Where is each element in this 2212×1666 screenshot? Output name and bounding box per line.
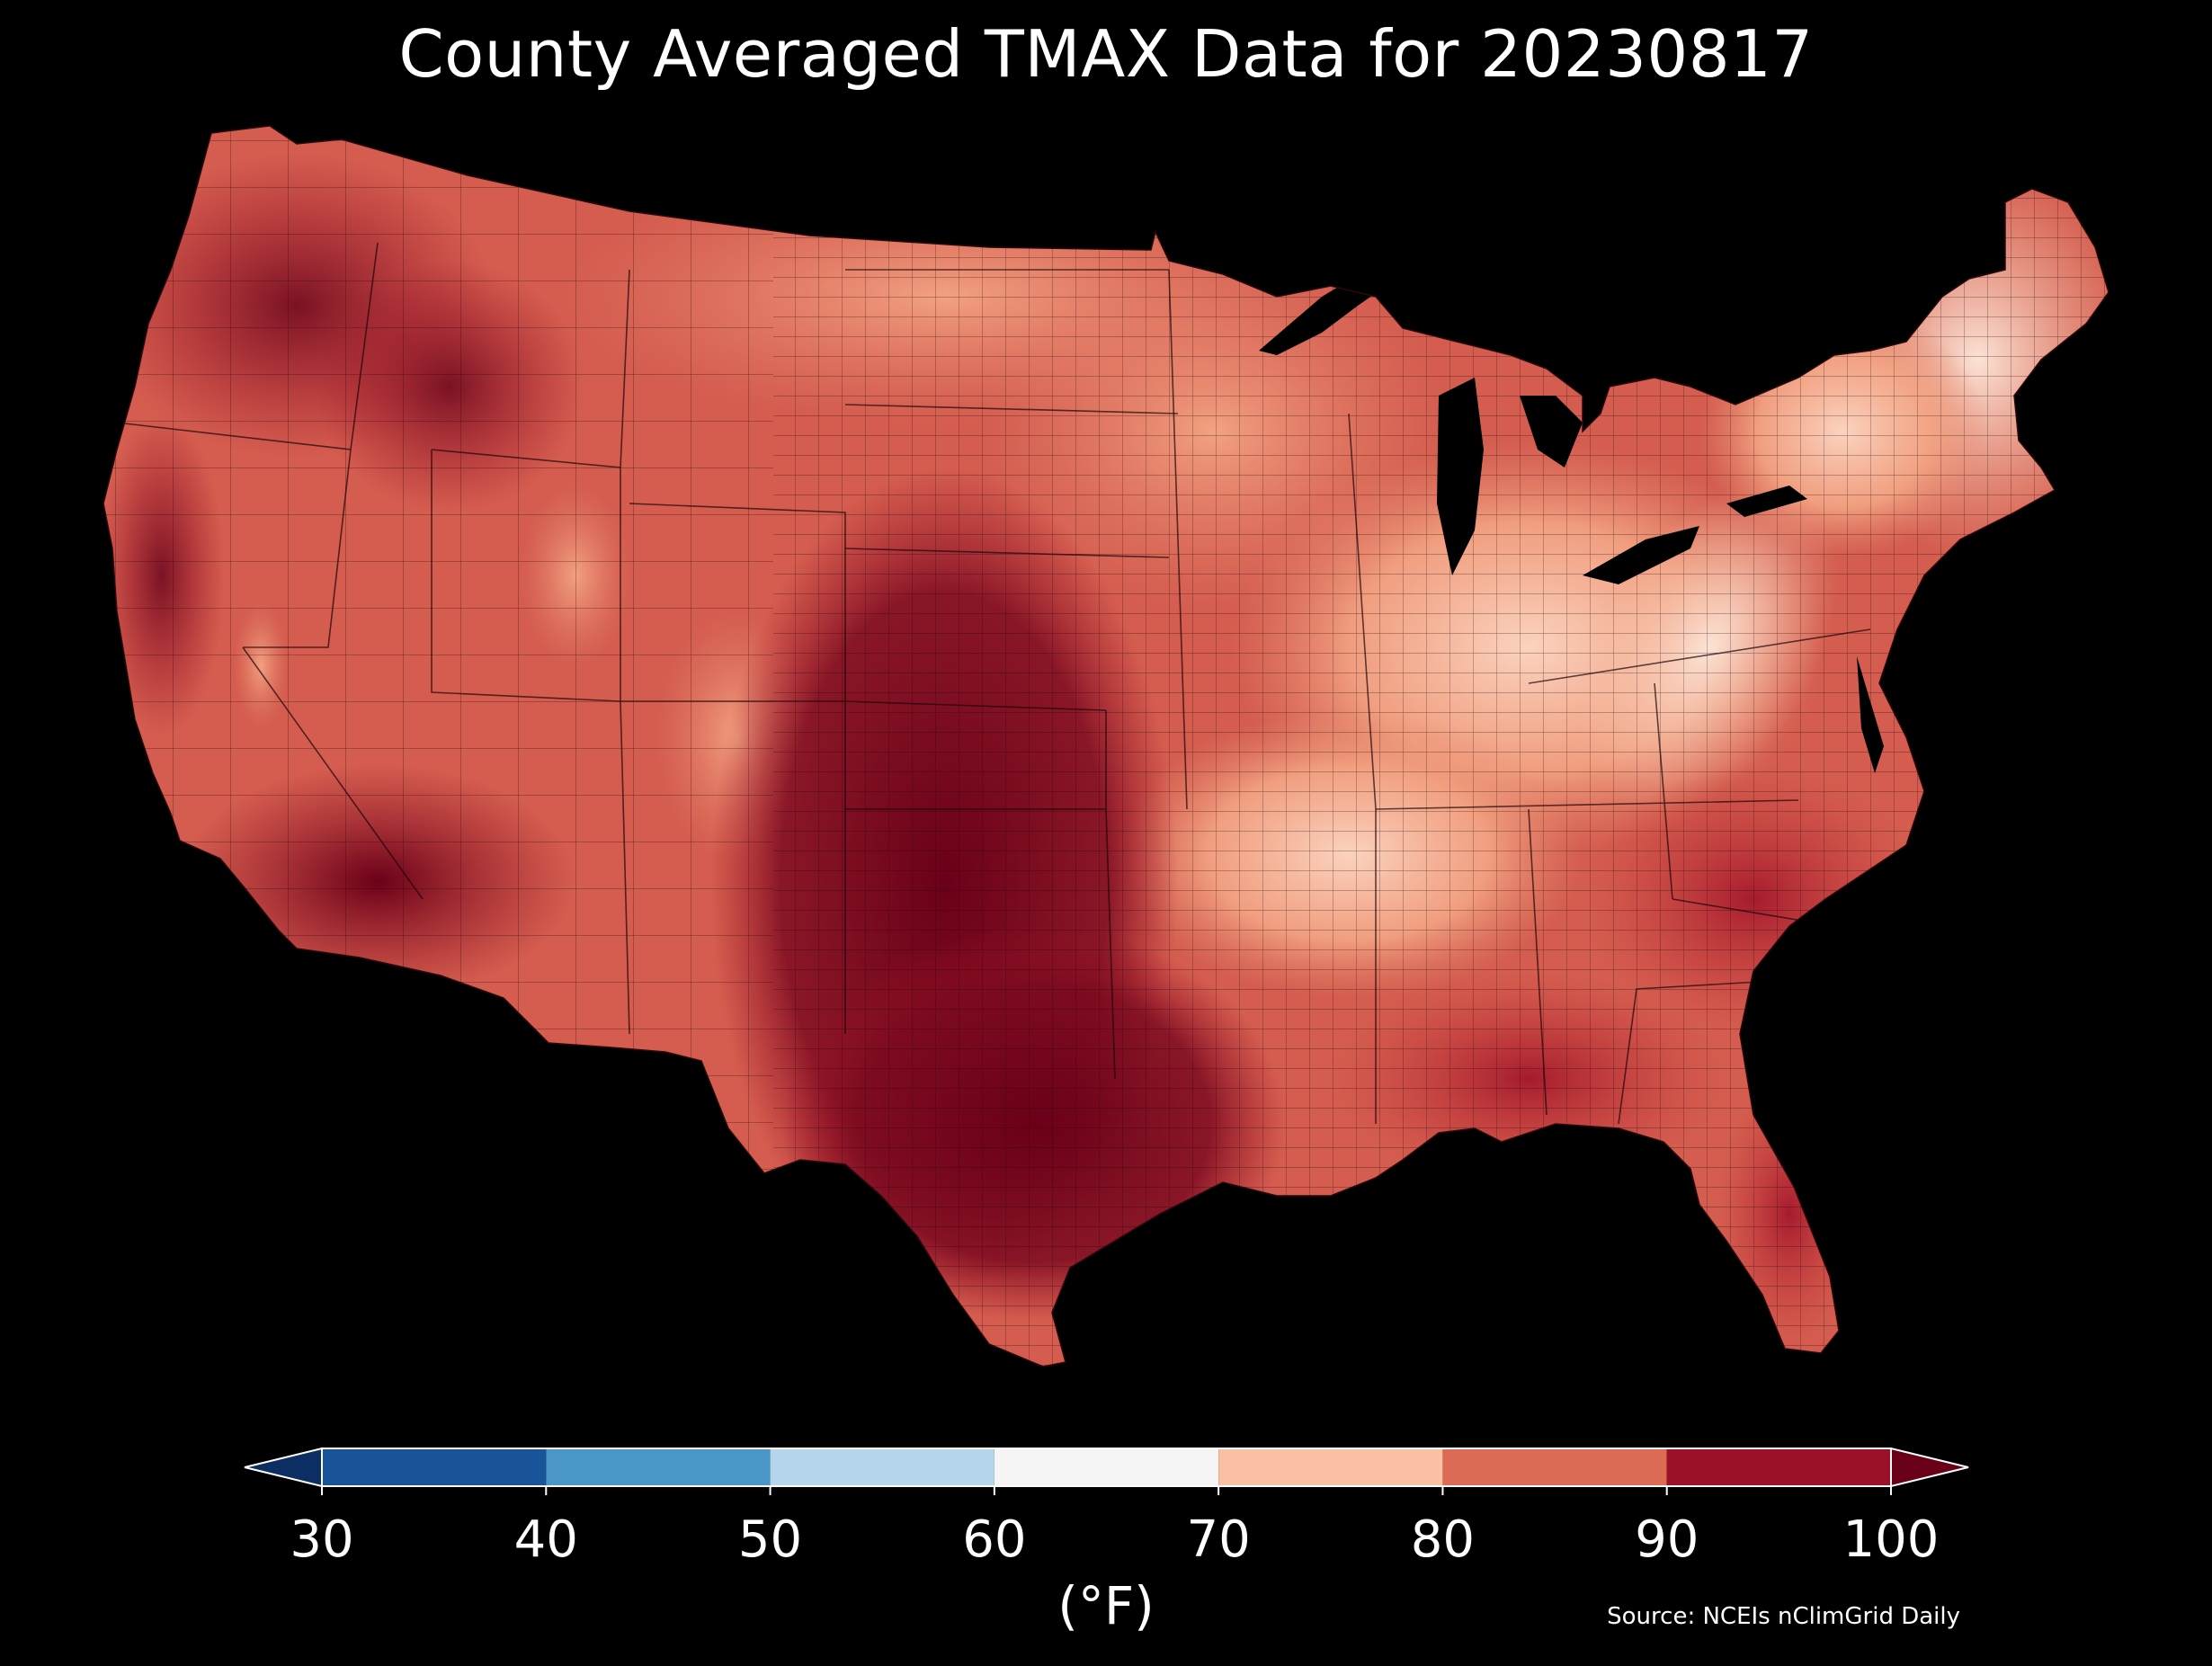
lake-superior xyxy=(1259,270,1403,355)
colorbar-bin-50-60 xyxy=(770,1448,995,1486)
state-boundaries xyxy=(116,242,1889,1125)
lake-erie xyxy=(1583,526,1699,584)
colorbar-frame xyxy=(321,1448,1892,1487)
great-lakes xyxy=(1259,270,1807,584)
colorbar-bin-70-80 xyxy=(1218,1448,1443,1486)
lake-michigan xyxy=(1437,378,1484,575)
colorbar-bin-80-90 xyxy=(1442,1448,1667,1486)
colorbar-bin-60-70 xyxy=(994,1448,1219,1486)
lake-ontario xyxy=(1726,486,1807,517)
lake-huron xyxy=(1520,396,1583,468)
colorbar-bin-40-50 xyxy=(546,1448,771,1486)
colorbar-tick-label: 40 xyxy=(513,1510,578,1569)
colorbar-tick-label: 80 xyxy=(1410,1510,1476,1569)
colorbar-tick-label: 50 xyxy=(737,1510,803,1569)
source-credit: Source: NCEIs nClimGrid Daily xyxy=(1607,1603,1960,1630)
colorbar-unit-label: (°F) xyxy=(1057,1575,1155,1636)
chesapeake-bay xyxy=(1857,656,1884,773)
colorbar-over-arrow xyxy=(1890,1447,1969,1488)
colorbar-ticks xyxy=(321,1486,1892,1495)
colorbar-tick-label: 60 xyxy=(962,1510,1027,1569)
colorbar-under-arrow xyxy=(244,1447,323,1488)
colorbar-tick-label: 30 xyxy=(290,1510,354,1569)
colorbar-tick-label: 90 xyxy=(1635,1510,1699,1569)
colorbar-tick-label: 70 xyxy=(1186,1510,1251,1569)
map-title: County Averaged TMAX Data for 20230817 xyxy=(398,16,1814,92)
colorbar-bin-30-40 xyxy=(322,1448,547,1486)
colorbar-bin-90-100 xyxy=(1666,1448,1891,1486)
colorbar-bins xyxy=(322,1448,1891,1486)
colorbar-tick-label: 100 xyxy=(1842,1510,1940,1569)
